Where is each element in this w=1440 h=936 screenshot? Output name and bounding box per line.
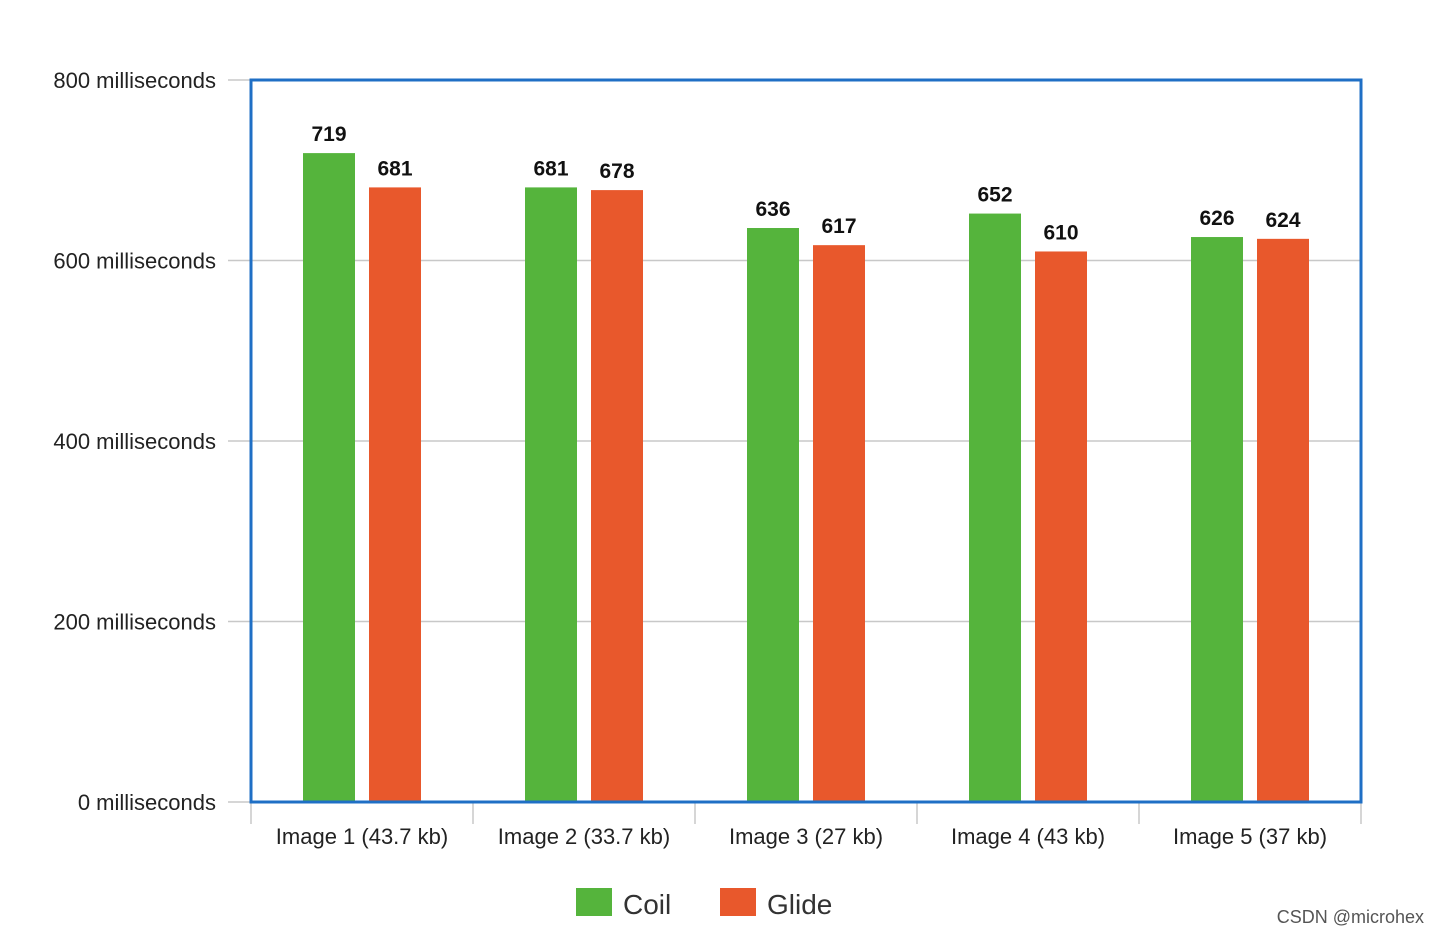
x-tick-label: Image 2 (33.7 kb) — [498, 824, 670, 849]
bar-coil — [969, 213, 1021, 802]
legend-swatch-glide — [720, 888, 756, 916]
y-tick-label: 400 milliseconds — [53, 429, 216, 454]
watermark: CSDN @microhex — [1276, 907, 1424, 927]
x-tick-label: Image 5 (37 kb) — [1173, 824, 1327, 849]
bar-coil — [747, 228, 799, 802]
bar-glide — [1257, 238, 1309, 803]
data-label-coil: 626 — [1199, 207, 1234, 230]
data-label-glide: 624 — [1265, 209, 1300, 232]
data-labels: 719 681 681 678 636 617 652 610 626 624 — [311, 123, 1300, 244]
bar-glide — [369, 187, 421, 802]
legend-swatch-coil — [576, 888, 612, 916]
y-tick-label: 800 milliseconds — [53, 68, 216, 93]
legend: Coil Glide — [576, 888, 832, 920]
data-label-glide: 610 — [1043, 221, 1078, 244]
bar-coil — [1191, 237, 1243, 802]
data-label-coil: 719 — [311, 123, 346, 146]
axes: 0 milliseconds 200 milliseconds 400 millis… — [53, 68, 1362, 849]
data-label-glide: 681 — [377, 157, 412, 180]
data-label-coil: 636 — [755, 198, 790, 221]
legend-label-coil: Coil — [623, 889, 671, 920]
x-tick-label: Image 1 (43.7 kb) — [276, 824, 448, 849]
x-tick-label: Image 4 (43 kb) — [951, 824, 1105, 849]
data-label-glide: 678 — [599, 160, 634, 183]
legend-label-glide: Glide — [767, 889, 832, 920]
bar-glide — [1035, 251, 1087, 803]
bars — [303, 153, 1309, 803]
bar-glide — [591, 190, 643, 803]
bar-coil — [525, 187, 577, 802]
bar-coil — [303, 153, 355, 803]
data-label-coil: 681 — [533, 157, 568, 180]
data-label-coil: 652 — [977, 184, 1012, 207]
plot-frame — [249, 78, 1363, 804]
y-tick-label: 200 milliseconds — [53, 610, 216, 635]
data-label-glide: 617 — [821, 215, 856, 238]
grid-lines — [251, 259, 1361, 623]
y-tick-label: 0 milliseconds — [78, 790, 216, 815]
y-tick-label: 600 milliseconds — [53, 249, 216, 274]
x-tick-label: Image 3 (27 kb) — [729, 824, 883, 849]
bar-glide — [813, 245, 865, 803]
